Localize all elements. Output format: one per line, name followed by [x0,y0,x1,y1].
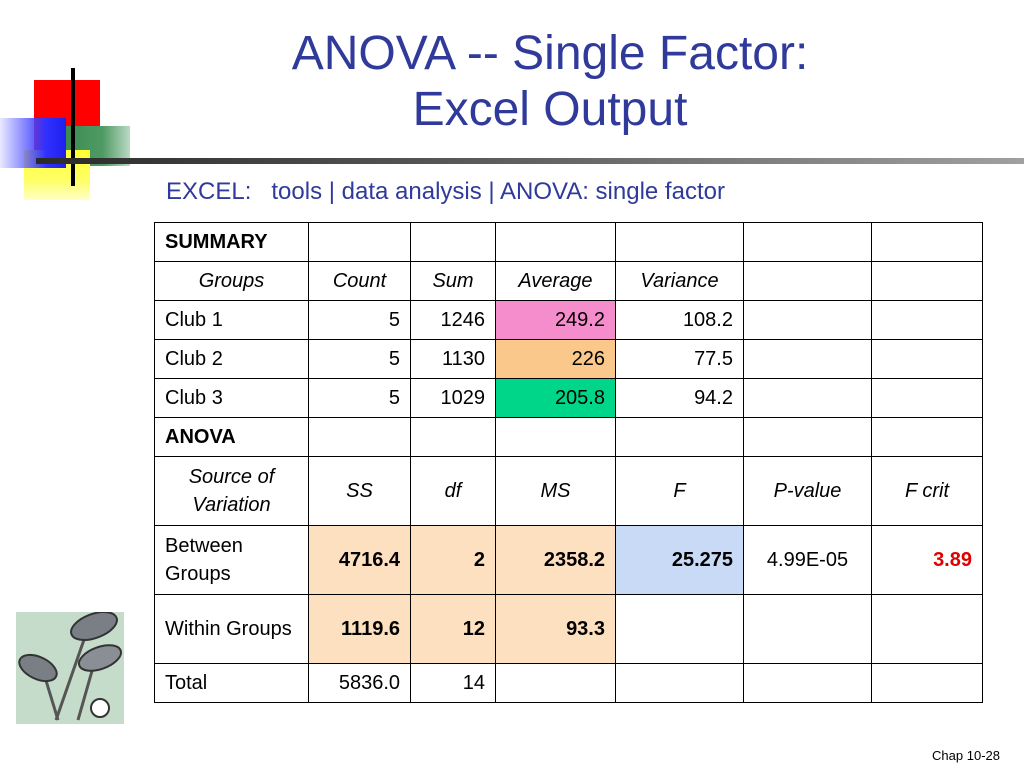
group-average: 226 [495,339,616,379]
p-value: 4.99E-05 [743,525,872,595]
ss-value: 1119.6 [308,594,411,664]
anova-heading: ANOVA [154,417,309,457]
table-cell [743,594,872,664]
table-cell [615,222,744,262]
column-header: Source of Variation [154,456,309,526]
table-cell [743,339,872,379]
column-header: Average [495,261,616,301]
ss-value: 4716.4 [308,525,411,595]
group-sum: 1130 [410,339,496,379]
table-cell [743,378,872,418]
table-row: ANOVA [154,417,983,457]
anova-output-table: SUMMARY Groups Count Sum Average Varianc… [154,222,983,703]
table-cell [308,417,411,457]
table-cell [495,663,616,703]
table-row: Source of Variation SS df MS F P-value F… [154,456,983,526]
group-count: 5 [308,339,411,379]
table-row: Within Groups 1119.6 12 93.3 [154,594,983,664]
f-crit-value: 3.89 [871,525,983,595]
table-cell [871,300,983,340]
column-header: Count [308,261,411,301]
table-cell [308,222,411,262]
column-header: Groups [154,261,309,301]
source-label: Between Groups [154,525,309,595]
golf-clubs-icon [16,611,124,724]
title-line-1: ANOVA -- Single Factor: [291,27,809,80]
ms-value: 2358.2 [495,525,616,595]
group-average: 205.8 [495,378,616,418]
source-label: Total [154,663,309,703]
group-name: Club 1 [154,300,309,340]
table-cell [871,339,983,379]
summary-heading: SUMMARY [154,222,309,262]
group-sum: 1246 [410,300,496,340]
table-cell [495,222,616,262]
table-cell [871,417,983,457]
table-cell [615,417,744,457]
table-cell [743,417,872,457]
column-header: P-value [743,456,872,526]
column-header: F [615,456,744,526]
table-cell [410,417,496,457]
column-header: df [410,456,496,526]
table-cell [871,594,983,664]
column-header: MS [495,456,616,526]
group-name: Club 3 [154,378,309,418]
group-count: 5 [308,378,411,418]
group-count: 5 [308,300,411,340]
slide-number: Chap 10-28 [932,748,1000,763]
group-variance: 108.2 [615,300,744,340]
table-cell [743,261,872,301]
table-row: Groups Count Sum Average Variance [154,261,983,301]
table-cell [871,663,983,703]
group-average: 249.2 [495,300,616,340]
ms-value: 93.3 [495,594,616,664]
column-header: SS [308,456,411,526]
f-value: 25.275 [615,525,744,595]
table-row: Total 5836.0 14 [154,663,983,703]
table-cell [495,417,616,457]
df-value: 12 [410,594,496,664]
decor-vertical-line [71,68,75,186]
group-variance: 94.2 [615,378,744,418]
ss-value: 5836.0 [308,663,411,703]
table-row: SUMMARY [154,222,983,262]
table-row: Between Groups 4716.4 2 2358.2 25.275 4.… [154,525,983,595]
table-cell [871,378,983,418]
table-cell [871,261,983,301]
group-sum: 1029 [410,378,496,418]
df-value: 14 [410,663,496,703]
decor-horizontal-rule [36,158,1024,164]
source-label: Within Groups [154,594,309,664]
table-row: Club 3 5 1029 205.8 94.2 [154,378,983,418]
group-name: Club 2 [154,339,309,379]
table-cell [410,222,496,262]
table-cell [615,594,744,664]
excel-menu-path: EXCEL: tools | data analysis | ANOVA: si… [166,178,725,205]
table-cell [743,222,872,262]
df-value: 2 [410,525,496,595]
slide-title: ANOVA -- Single Factor: Excel Output [210,26,890,138]
title-line-2: Excel Output [412,83,688,136]
table-row: Club 1 5 1246 249.2 108.2 [154,300,983,340]
table-cell [743,300,872,340]
table-cell [871,222,983,262]
column-header: Variance [615,261,744,301]
group-variance: 77.5 [615,339,744,379]
column-header: F crit [871,456,983,526]
table-cell [743,663,872,703]
table-row: Club 2 5 1130 226 77.5 [154,339,983,379]
column-header: Sum [410,261,496,301]
table-cell [615,663,744,703]
